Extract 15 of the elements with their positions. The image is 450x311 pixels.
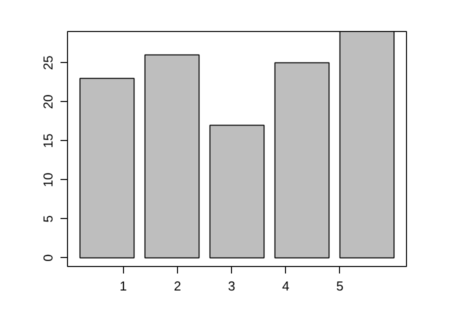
- x-tick-label: 3: [228, 278, 236, 294]
- x-tick-label: 4: [282, 278, 290, 294]
- y-tick-label: 10: [40, 172, 56, 188]
- y-tick-label: 5: [40, 215, 56, 222]
- bar: [274, 62, 330, 258]
- y-tick-label: 15: [40, 134, 56, 148]
- x-tick-label: 5: [336, 278, 344, 294]
- y-tick-label: 0: [40, 254, 56, 262]
- y-tick-label: 25: [40, 55, 56, 70]
- bar: [144, 54, 200, 258]
- x-tick-label: 2: [174, 278, 182, 294]
- bar: [209, 124, 265, 258]
- x-tick-label: 1: [120, 278, 127, 294]
- bar: [79, 78, 135, 258]
- y-tick-label: 20: [40, 94, 56, 109]
